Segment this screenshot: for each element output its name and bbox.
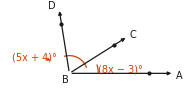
Text: (8x − 3)°: (8x − 3)°: [98, 65, 143, 75]
Text: (5x + 4)°: (5x + 4)°: [12, 52, 56, 62]
Text: D: D: [48, 2, 56, 11]
Text: A: A: [176, 71, 183, 81]
Text: B: B: [62, 75, 69, 85]
Text: C: C: [130, 30, 137, 40]
